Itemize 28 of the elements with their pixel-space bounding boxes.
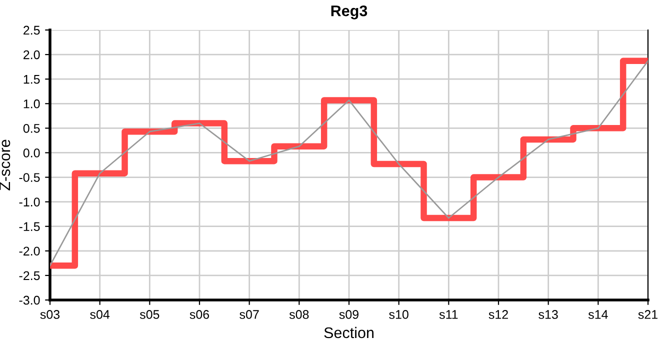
x-tick-label: s07	[240, 310, 259, 319]
y-tick-label: -1.5	[19, 222, 40, 232]
x-tick-label: s05	[140, 310, 160, 319]
x-tick-label: s06	[190, 310, 210, 319]
x-axis-title: Section	[324, 326, 374, 338]
y-tick-label: -2.0	[19, 246, 40, 256]
y-tick-label: 0.5	[23, 124, 40, 133]
x-tick-label: s11	[439, 310, 458, 319]
x-tick-label: s03	[40, 310, 60, 319]
y-tick-label: 2.0	[24, 50, 40, 60]
x-tick-label: s13	[538, 310, 558, 319]
x-tick-label: s09	[339, 310, 358, 319]
y-tick-label: 1.5	[24, 75, 40, 84]
y-tick-label: -3.0	[19, 296, 40, 305]
y-tick-label: 0.0	[23, 148, 40, 158]
y-tick-label: 2.5	[24, 26, 40, 35]
chart-title: Reg3	[331, 5, 368, 20]
x-tick-label: s21	[638, 310, 658, 319]
y-axis-title: Z-score	[0, 140, 10, 190]
y-tick-label: -0.5	[19, 173, 40, 182]
y-tick-label: -1.0	[19, 198, 40, 206]
x-tick-label: s14	[588, 310, 608, 319]
y-tick-label: 1.0	[24, 99, 40, 108]
x-tick-label: s04	[90, 310, 110, 319]
x-tick-label: s08	[289, 310, 309, 319]
x-tick-label: s12	[488, 310, 508, 319]
x-tick-label: s10	[389, 310, 408, 319]
y-tick-label: -2.5	[19, 271, 40, 280]
